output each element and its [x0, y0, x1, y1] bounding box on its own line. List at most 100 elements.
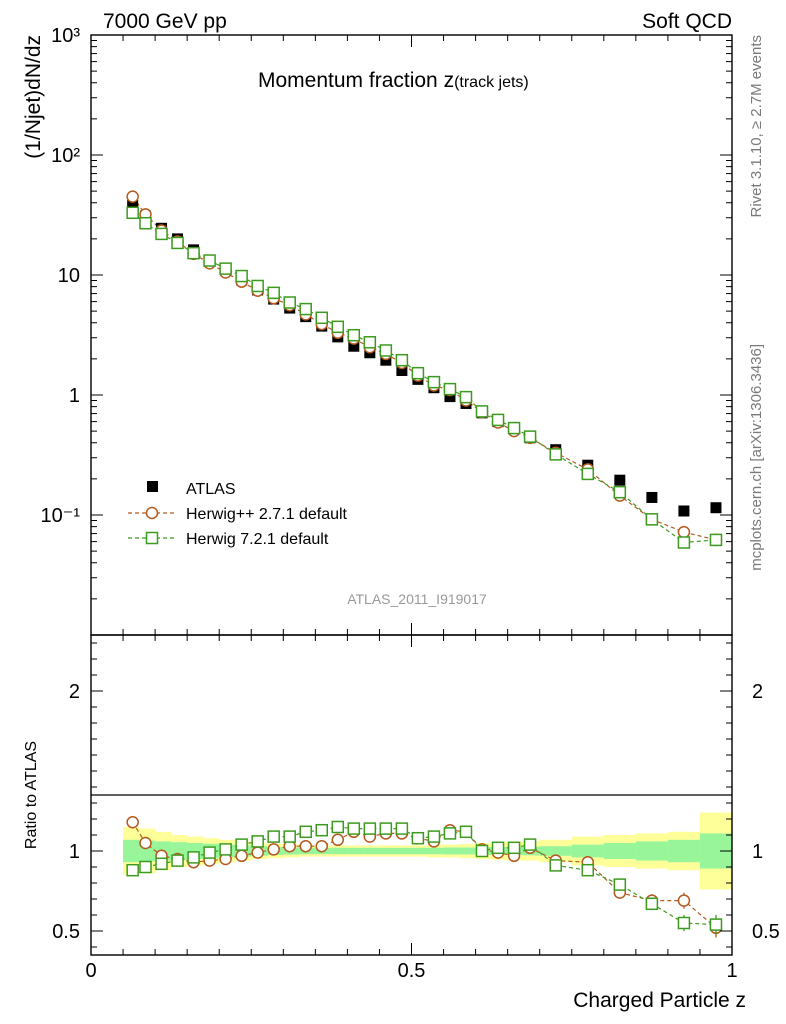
herwig7-point [315, 311, 329, 325]
herwigpp-ratio-point [126, 815, 139, 829]
herwig7-point [581, 467, 595, 481]
herwig7-point [347, 328, 361, 342]
ratio-band-inner [395, 847, 412, 855]
legend-marker-herwigpp [145, 506, 159, 520]
ratio-band-inner [635, 841, 669, 861]
main-ytick-label: 10³ [51, 25, 80, 47]
herwig7-point [379, 344, 393, 357]
ratio-ytick-label-left: 1 [69, 841, 80, 863]
herwig7-ratio-point [251, 835, 264, 848]
herwig7-ratio-point [219, 843, 232, 856]
legend-label-atlas: ATLAS [186, 481, 236, 498]
herwigpp-ratio-point [315, 839, 329, 853]
atlas-point [710, 502, 722, 514]
herwig7-ratio-point [677, 916, 691, 930]
ratio-xlabel: Charged Particle z [573, 989, 746, 1012]
legend-marker-atlas [147, 481, 158, 492]
herwig7-point [203, 254, 216, 267]
ratio-xtick-label: 1 [726, 960, 737, 982]
ratio-band-inner [459, 847, 476, 855]
herwig7-ratio-point [411, 831, 425, 845]
source-label: mcplots.cern.ch [arXiv:1306.3436] [748, 344, 765, 571]
herwig7-point [549, 448, 562, 461]
ratio-ytick-label-left: 2 [69, 681, 80, 703]
herwig7-point [709, 533, 723, 547]
atlas-point [646, 491, 658, 503]
herwig7-ratio-point [507, 841, 521, 855]
ratio-frame [90, 634, 733, 956]
ratio-band-inner [539, 846, 573, 856]
atlas-point [348, 340, 360, 352]
main-title-sub: (track jets) [454, 74, 529, 91]
atlas-point [614, 474, 626, 486]
ratio-band-inner [603, 843, 637, 859]
main-panel: 10⁻¹ 1 10 10² 10³ (1/Njet)dN/dz Momentum fra… [22, 25, 733, 636]
herwigpp-ratio-point [331, 833, 345, 847]
herwig7-point [677, 536, 691, 549]
herwigpp-point [677, 525, 691, 539]
ratio-ytick-label-right: 2 [752, 681, 763, 703]
herwig7-point [443, 382, 457, 396]
herwig7-ratio-point [126, 863, 139, 877]
ratio-ytick-label-right: 1 [752, 841, 763, 863]
ratio-xtick-label: 0 [85, 960, 96, 982]
main-ytick-label: 10 [58, 265, 80, 287]
ratio-ytick-label-right: 0.5 [752, 921, 780, 943]
atlas-point [444, 391, 456, 403]
herwig7-ratio-point [443, 827, 457, 840]
herwig7-ratio-point [171, 854, 184, 867]
herwig7-ratio-point [363, 822, 377, 835]
atlas-point [678, 505, 690, 517]
herwig7-ratio-point [395, 822, 409, 835]
ratio-band-inner [363, 847, 380, 855]
ratio-band-inner [347, 847, 364, 855]
herwig7-point [187, 246, 200, 260]
ratio-band-inner [331, 847, 348, 855]
header-right: Soft QCD [642, 10, 732, 33]
herwig7-point [126, 206, 139, 220]
ratio-band-inner [443, 847, 460, 855]
herwig7-point [363, 336, 377, 349]
herwigpp-ratio-point [299, 839, 312, 853]
ratio-panel: 0.5 0.51 12 2 0 0.5 1 Ratio to ATLAS Charged … [23, 634, 780, 1012]
herwig7-point [523, 430, 537, 443]
herwig7-ratio-point [475, 844, 489, 858]
herwig7-ratio-point [523, 838, 537, 851]
herwig7-point [491, 413, 505, 427]
herwig7-point [171, 236, 184, 250]
herwig7-point [139, 216, 152, 230]
herwigpp-ratio-point [139, 836, 152, 850]
ratio-band-inner [379, 847, 396, 855]
legend-marker-herwig7 [145, 531, 159, 545]
herwig7-ratio-point [267, 830, 280, 843]
herwig7-ratio-point [155, 857, 168, 871]
herwig7-point [475, 405, 489, 418]
herwigpp-ratio-point [267, 843, 280, 856]
legend-label-herwigpp: Herwig++ 2.7.1 default [186, 506, 348, 523]
legend: ATLAS Herwig++ 2.7.1 default Herwig 7.2.… [128, 481, 348, 548]
herwig7-ratio-point [331, 820, 345, 834]
ratio-band-inner [667, 839, 701, 863]
ratio-ytick-label-left: 0.5 [52, 921, 80, 943]
ratio-band-inner [411, 847, 428, 855]
herwig7-point [219, 262, 232, 275]
herwig7-ratio-point [283, 830, 296, 843]
main-ytick-label: 10⁻¹ [41, 505, 81, 527]
herwigpp-point [126, 190, 139, 203]
herwig7-point [155, 227, 168, 241]
watermark: ATLAS_2011_I919017 [347, 591, 487, 607]
herwig7-ratio-point [491, 841, 505, 855]
atlas-point [396, 365, 408, 377]
herwig7-ratio-point [299, 825, 312, 839]
herwig7-ratio-point [379, 822, 393, 835]
main-ytick-label: 10² [51, 145, 80, 167]
herwig7-ratio-point [187, 851, 200, 864]
herwig7-point [299, 302, 312, 316]
herwig7-point [411, 366, 425, 380]
rivet-label: Rivet 3.1.10, ≥ 2.7M events [748, 35, 765, 218]
herwig7-ratio-point [427, 830, 441, 843]
herwigpp-ratio-point [677, 894, 691, 907]
ratio-xtick-label: 0.5 [398, 960, 426, 982]
herwig7-point [507, 421, 521, 435]
